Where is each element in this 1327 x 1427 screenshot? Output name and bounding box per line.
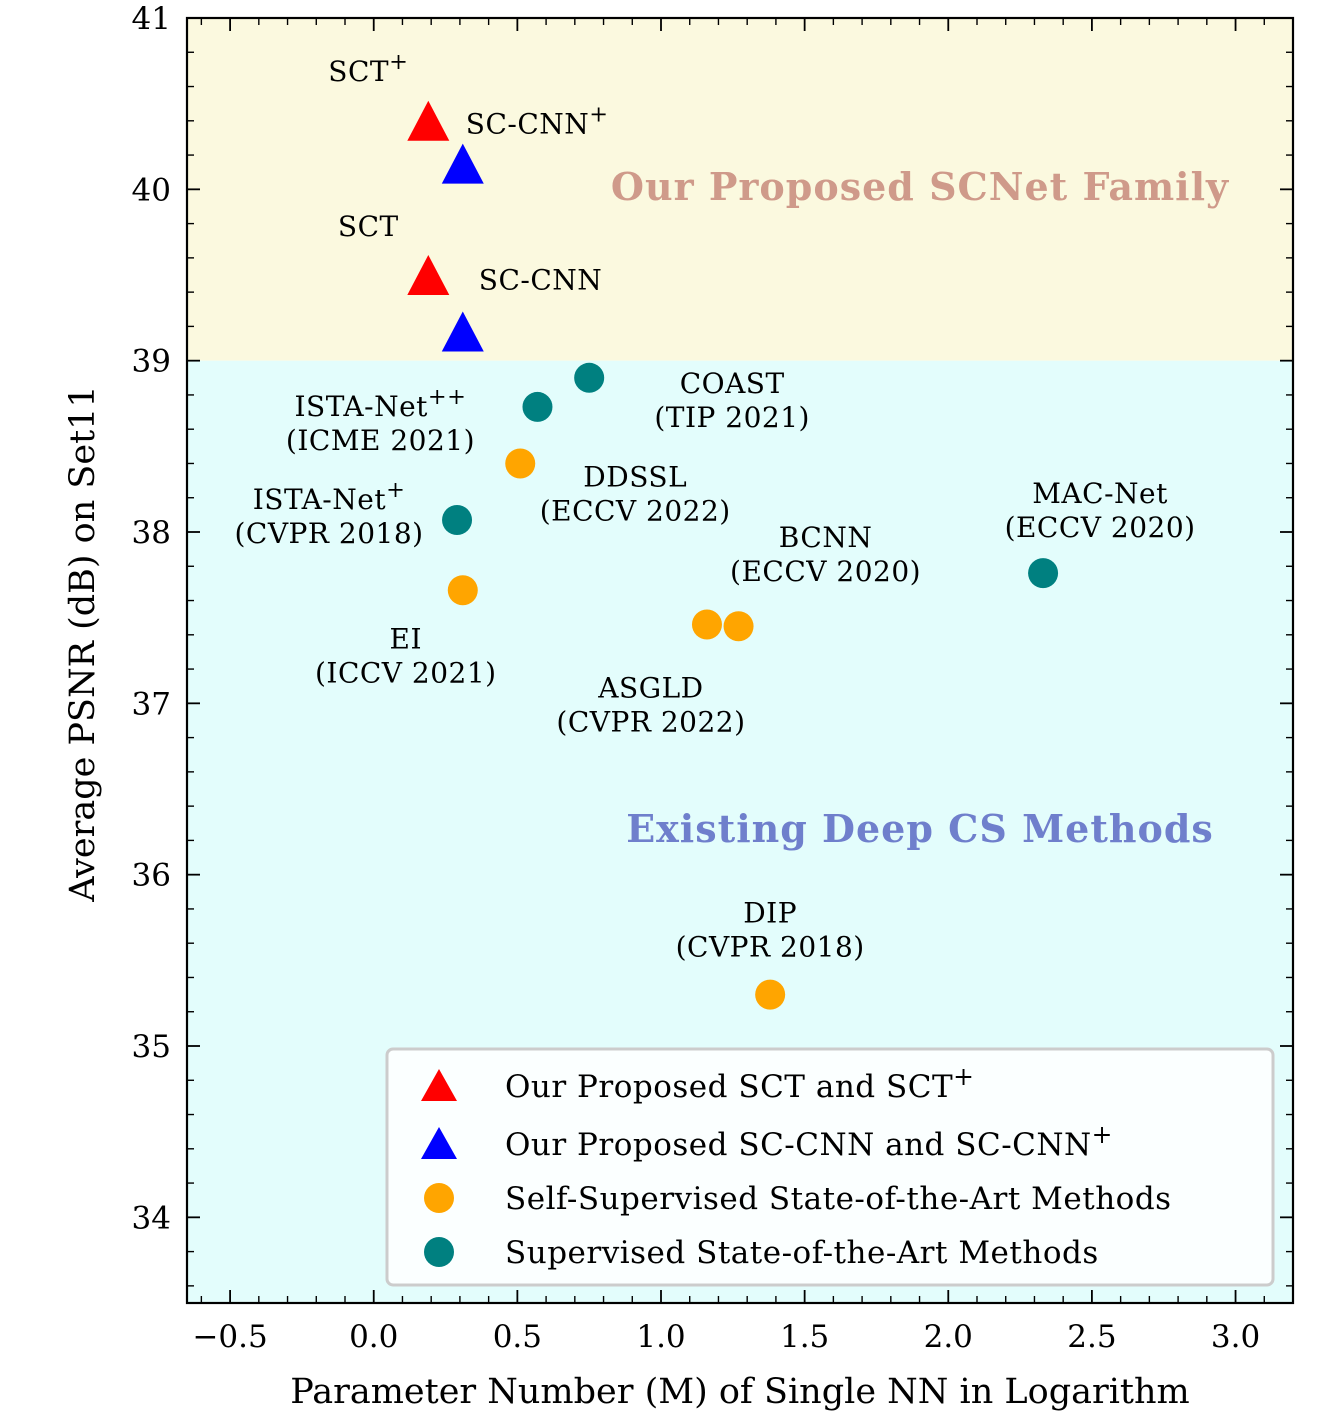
region-background (187, 18, 1293, 361)
point-venue-label: (CVPR 2018) (234, 517, 423, 550)
point-venue-label: (ICME 2021) (286, 424, 475, 457)
point-label: EI (390, 622, 423, 655)
point-label: DIP (743, 897, 797, 930)
x-tick-label: 1.5 (780, 1319, 829, 1355)
plot-frame (185, 16, 1295, 1305)
x-axis-label: Parameter Number (M) of Single NN in Log… (290, 1372, 1189, 1412)
circle-marker (723, 611, 754, 642)
x-tick-label: 3.0 (1211, 1319, 1260, 1355)
region-label: Our Proposed SCNet Family (611, 164, 1229, 209)
point-venue-label: (TIP 2021) (654, 401, 810, 434)
triangle-marker (441, 143, 484, 184)
point-venue-label: (ECCV 2020) (1005, 511, 1196, 544)
point-label: DDSSL (583, 460, 687, 493)
x-tick-label: 1.0 (636, 1319, 685, 1355)
y-tick-label: 39 (132, 344, 171, 380)
legend-entry-label: Self-Supervised State-of-the-Art Methods (505, 1181, 1172, 1217)
axes: −0.5 0.0 0.5 1.0 1.5 2.0 2.5 3.0 34 35 36 37 38 39 40 4… (132, 1, 1295, 1355)
point-venue-label: (ECCV 2022) (540, 494, 731, 527)
legend: Our Proposed SCT and SCT+ Our Proposed SC… (385, 1047, 1275, 1287)
point-venue-label: (CVPR 2018) (676, 931, 865, 964)
point-label: SCT (338, 210, 399, 243)
point-label: MAC-Net (1032, 477, 1168, 510)
point-label: SCT+ (328, 49, 408, 88)
legend-circle-marker (424, 1237, 454, 1267)
x-tick-label: −0.5 (192, 1319, 267, 1355)
point-label: ISTA-Net++ (295, 384, 467, 423)
point-label: ASGLD (597, 672, 703, 705)
point-label: ISTA-Net+ (253, 477, 406, 516)
region-label: Existing Deep CS Methods (626, 806, 1214, 851)
triangle-marker (407, 255, 450, 295)
circle-marker (522, 391, 553, 422)
point-venue-label: (ICCV 2021) (315, 656, 497, 689)
circle-marker (574, 362, 605, 393)
legend-box (385, 1047, 1275, 1287)
legend-entry-label: Supervised State-of-the-Art Methods (505, 1235, 1099, 1271)
point-label: BCNN (779, 521, 873, 554)
y-tick-label: 35 (132, 1029, 171, 1065)
circle-marker (755, 979, 786, 1010)
circle-marker (1028, 558, 1059, 589)
y-tick-label: 37 (132, 686, 171, 722)
y-axis-label: Average PSNR (dB) on Set11 (63, 385, 103, 902)
y-tick-label: 36 (132, 858, 171, 894)
x-tick-label: 2.5 (1067, 1319, 1116, 1355)
point-venue-label: (ECCV 2020) (730, 555, 921, 588)
legend-triangle-marker (421, 1127, 457, 1159)
x-tick-label: 2.0 (924, 1319, 973, 1355)
y-tick-label: 34 (132, 1200, 171, 1236)
point-label: SC-CNN (479, 264, 603, 297)
x-tick-label: 0.5 (493, 1319, 542, 1355)
legend-triangle-marker (421, 1069, 457, 1101)
data-points (407, 100, 1059, 1010)
point-label: SC-CNN+ (466, 102, 609, 141)
legend-entry-label: Our Proposed SCT and SCT+ (505, 1062, 974, 1105)
circle-marker (505, 448, 536, 479)
triangle-marker (407, 100, 450, 141)
y-tick-label: 38 (132, 515, 171, 551)
x-tick-label: 0.0 (349, 1319, 398, 1355)
legend-entry-label: Our Proposed SC-CNN and SC-CNN+ (505, 1120, 1113, 1163)
circle-marker (442, 505, 473, 536)
point-label: COAST (680, 367, 785, 400)
y-tick-label: 40 (132, 172, 171, 208)
triangle-marker (441, 311, 484, 352)
legend-circle-marker (424, 1183, 454, 1213)
y-tick-label: 41 (132, 1, 171, 37)
region-labels: Our Proposed SCNet Family Existing Deep C… (611, 164, 1229, 851)
circle-marker (691, 609, 722, 640)
circle-marker (447, 575, 478, 606)
point-venue-label: (CVPR 2022) (556, 706, 745, 739)
